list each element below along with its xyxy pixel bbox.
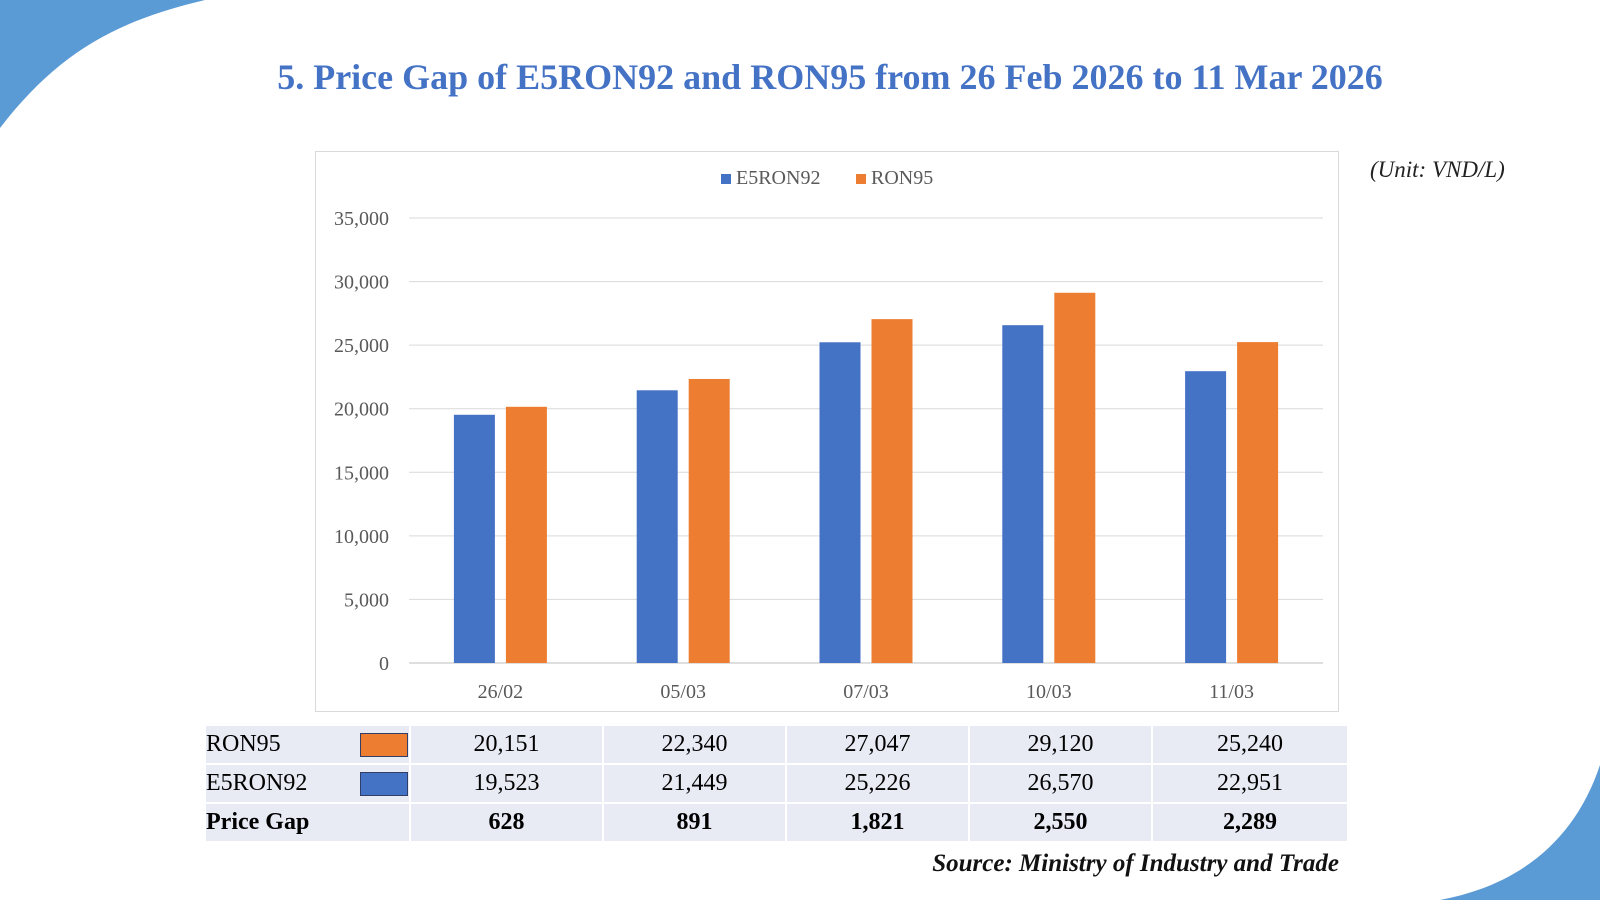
legend-swatch [360, 733, 408, 758]
row-label-cell: E5RON92 [204, 763, 411, 804]
bar-e5ron92-26-02 [453, 414, 495, 663]
table-cell: 22,951 [1151, 763, 1349, 804]
table-cell: 1,821 [785, 802, 970, 843]
table-cell: 26,570 [968, 763, 1153, 804]
table-cell: 628 [409, 802, 604, 843]
table-cell: 2,550 [968, 802, 1153, 843]
corner-decoration-bottom-right [1440, 765, 1600, 900]
page-title: 5. Price Gap of E5RON92 and RON95 from 2… [277, 57, 1383, 97]
table-cell: 22,340 [602, 724, 787, 765]
y-tick-label: 15,000 [334, 462, 389, 484]
y-tick-label: 5,000 [344, 589, 389, 611]
legend-swatch-ron95 [856, 174, 866, 184]
table-cell: 19,523 [409, 763, 604, 804]
bar-e5ron92-10-03 [1002, 325, 1044, 663]
bar-ron95-11-03 [1237, 342, 1279, 663]
table-row: RON95 20,151 22,340 27,047 29,120 25,240 [204, 724, 1349, 765]
unit-label: (Unit: VND/L) [1370, 157, 1505, 182]
row-label: Price Gap [206, 809, 310, 835]
y-tick-label: 35,000 [334, 208, 389, 230]
source-note: Source: Ministry of Industry and Trade [932, 850, 1339, 877]
y-tick-label: 30,000 [334, 272, 389, 294]
legend-swatch [360, 772, 408, 797]
table-cell: 891 [602, 802, 787, 843]
table-cell: 29,120 [968, 724, 1153, 765]
bar-ron95-10-03 [1054, 292, 1096, 663]
bar-e5ron92-11-03 [1185, 371, 1227, 663]
x-tick-label: 07/03 [843, 681, 889, 703]
row-label-cell: Price Gap [204, 802, 411, 843]
y-tick-label: 25,000 [334, 335, 389, 357]
bar-ron95-26-02 [505, 406, 547, 663]
y-tick-label: 10,000 [334, 526, 389, 548]
table-cell: 20,151 [409, 724, 604, 765]
chart-legend: E5RON92 RON95 [721, 167, 933, 189]
table-cell: 27,047 [785, 724, 970, 765]
row-label: RON95 [206, 731, 281, 757]
table-cell: 21,449 [602, 763, 787, 804]
table-row: E5RON92 19,523 21,449 25,226 26,570 22,951 [204, 763, 1349, 804]
table-cell: 25,240 [1151, 724, 1349, 765]
bar-e5ron92-07-03 [819, 342, 861, 663]
legend-label-e5ron92: E5RON92 [736, 167, 820, 189]
corner-decoration-top-left [0, 0, 205, 128]
x-tick-label: 26/02 [478, 681, 524, 703]
bar-chart: E5RON92 RON95 0 5,000 10,000 15,000 20,000 25… [315, 151, 1339, 712]
bar-e5ron92-05-03 [636, 390, 678, 663]
row-label-cell: RON95 [204, 724, 411, 765]
legend-label-ron95: RON95 [871, 167, 933, 189]
x-tick-label: 11/03 [1209, 681, 1254, 703]
x-tick-label: 10/03 [1026, 681, 1072, 703]
table-row: Price Gap 628 891 1,821 2,550 2,289 [204, 802, 1349, 843]
data-table: RON95 20,151 22,340 27,047 29,120 25,240 E5RON… [204, 724, 1349, 843]
y-tick-label: 0 [379, 653, 389, 675]
x-tick-label: 05/03 [660, 681, 706, 703]
chart-svg: E5RON92 RON95 0 5,000 10,000 15,000 20,000 25… [334, 167, 1323, 703]
bar-ron95-07-03 [871, 319, 913, 663]
table-cell: 25,226 [785, 763, 970, 804]
legend-swatch-e5ron92 [721, 174, 731, 184]
bar-ron95-05-03 [688, 378, 730, 663]
table-cell: 2,289 [1151, 802, 1349, 843]
row-label: E5RON92 [206, 770, 308, 796]
y-tick-label: 20,000 [334, 399, 389, 421]
